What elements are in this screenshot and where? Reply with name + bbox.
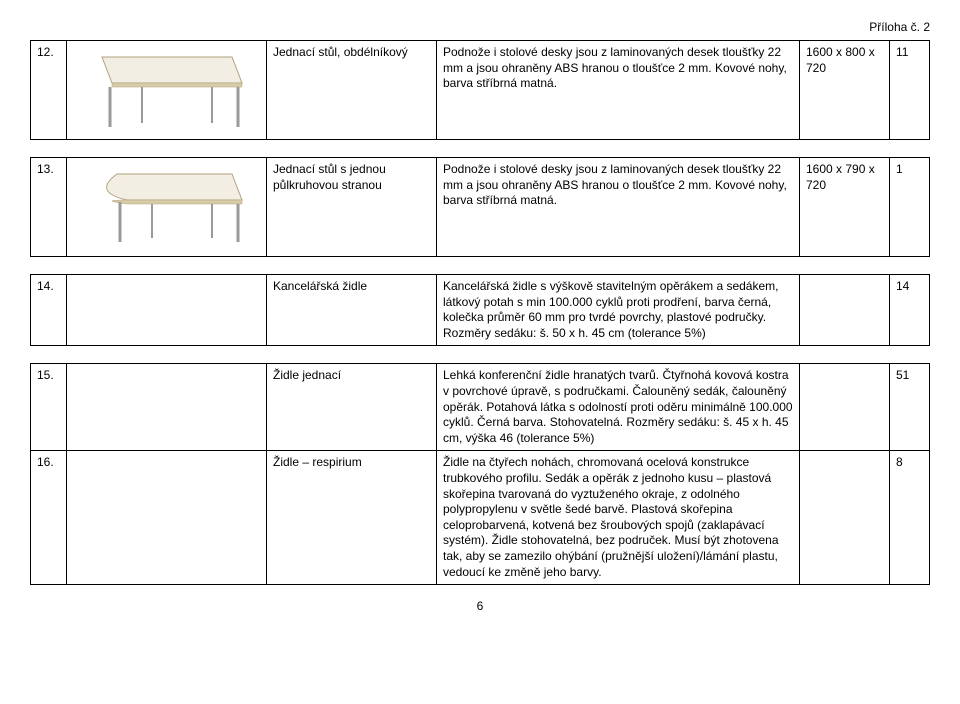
row-desc: Kancelářská židle s výškově stavitelným … (437, 275, 800, 346)
row-number: 16. (31, 451, 67, 585)
row-desc: Podnože i stolové desky jsou z laminovan… (437, 158, 800, 257)
attachment-label: Příloha č. 2 (30, 20, 930, 34)
row-qty: 14 (890, 275, 930, 346)
row-desc: Lehká konferenční židle hranatých tvarů.… (437, 364, 800, 451)
row-image (67, 275, 267, 346)
row-dim (800, 451, 890, 585)
row-number: 13. (31, 158, 67, 257)
page-number: 6 (30, 599, 930, 613)
row-image (67, 364, 267, 451)
row-image (67, 41, 267, 140)
row-qty: 8 (890, 451, 930, 585)
table-row: 16. Židle – respirium Židle na čtyřech n… (31, 451, 930, 585)
row-qty: 1 (890, 158, 930, 257)
row-image (67, 451, 267, 585)
row-name: Židle jednací (267, 364, 437, 451)
spec-table: 12. Jednací stůl, obdélníkový Podnože i … (30, 40, 930, 585)
row-dim (800, 364, 890, 451)
row-name: Židle – respirium (267, 451, 437, 585)
row-dim: 1600 x 800 x 720 (800, 41, 890, 140)
row-dim: 1600 x 790 x 720 (800, 158, 890, 257)
table-halfround-icon (82, 162, 252, 252)
table-row: 12. Jednací stůl, obdélníkový Podnože i … (31, 41, 930, 140)
row-name: Jednací stůl, obdélníkový (267, 41, 437, 140)
row-name: Kancelářská židle (267, 275, 437, 346)
row-number: 12. (31, 41, 67, 140)
table-rect-icon (82, 45, 252, 135)
row-image (67, 158, 267, 257)
row-name: Jednací stůl s jednou půlkruhovou strano… (267, 158, 437, 257)
row-qty: 11 (890, 41, 930, 140)
row-number: 15. (31, 364, 67, 451)
row-dim (800, 275, 890, 346)
row-desc: Podnože i stolové desky jsou z laminovan… (437, 41, 800, 140)
row-number: 14. (31, 275, 67, 346)
table-row: 15. Židle jednací Lehká konferenční židl… (31, 364, 930, 451)
row-desc: Židle na čtyřech nohách, chromovaná ocel… (437, 451, 800, 585)
table-row: 13. Jednací stůl s jednou půlkruhovou st… (31, 158, 930, 257)
table-row: 14. Kancelářská židle Kancelářská židle … (31, 275, 930, 346)
row-qty: 51 (890, 364, 930, 451)
